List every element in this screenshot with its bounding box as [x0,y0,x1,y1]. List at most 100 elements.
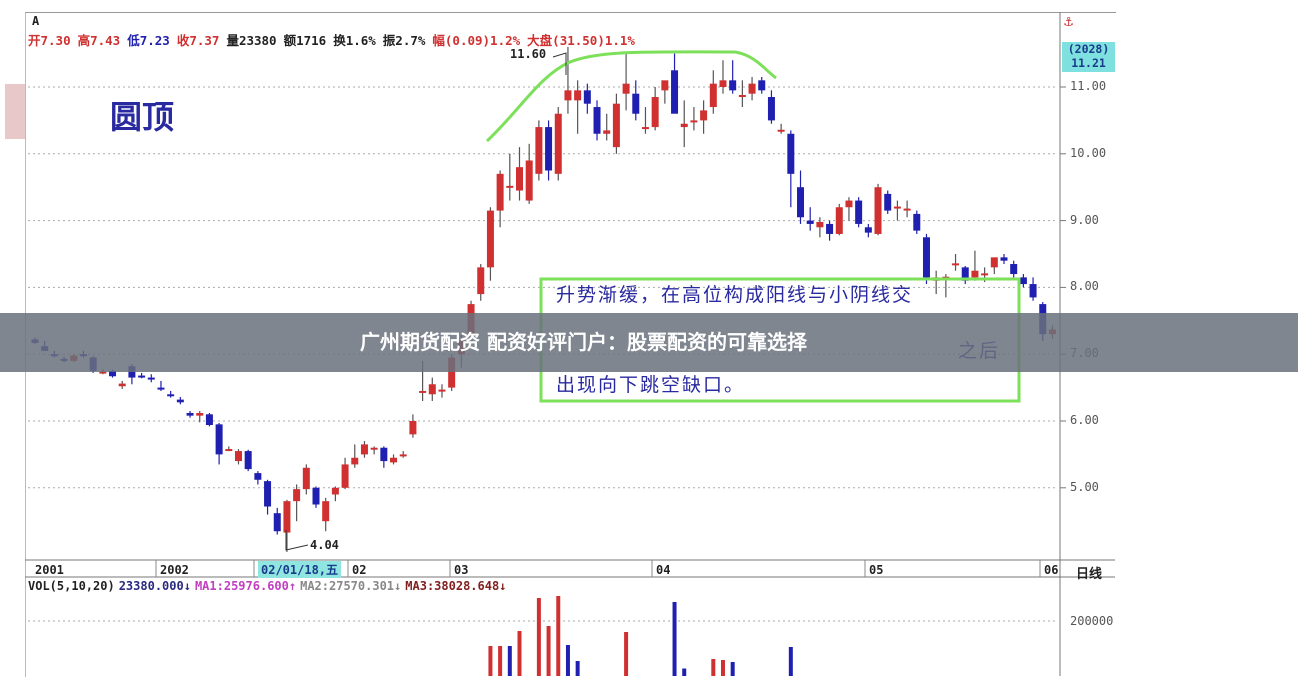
volume-bar [507,646,512,676]
candle-body [370,447,378,450]
candle [506,153,514,201]
quote-field: 额1716 [283,33,327,48]
cursor-count: (2028) [1067,42,1110,56]
candle-body [981,273,989,276]
candle [428,377,436,401]
candle-body [496,173,504,211]
stock-name: A [32,14,40,28]
quote-field: 低7.23 [127,33,170,48]
candle [302,464,310,495]
candle [167,390,175,398]
candle [922,233,930,285]
candle-body [835,207,843,234]
candle [293,484,301,522]
volume-header: VOL(5,10,20) 23380.000↓ MA1:25976.600↑ MA2:… [28,579,510,593]
quote-field: 量23380 [226,33,277,48]
candle-body [244,451,252,470]
candle-body [816,221,824,228]
candle [797,170,805,224]
candle-body [632,93,640,114]
candle-body [777,129,785,132]
candle-body [341,464,349,488]
period-label[interactable]: 日线 [1076,567,1103,582]
candle [651,87,659,131]
candle [196,410,204,423]
chart-title: 圆顶 [110,98,175,136]
candle [952,254,960,271]
candle [700,100,708,134]
candle-body [545,127,553,171]
candle-body [1019,277,1027,285]
candle [312,486,320,508]
candle [641,107,649,134]
volume-field: MA3:38028.648↓ [405,579,507,593]
candle [612,93,620,154]
volume-bar [672,602,677,676]
x-label-02: 02 [352,563,367,577]
candle [971,250,979,281]
candle [990,257,998,275]
candle-body [855,200,863,224]
candle [748,76,756,101]
candle-body [176,399,184,403]
volume-y-tick: 200000 [1070,614,1114,628]
candle [186,410,194,418]
candle-body [322,501,330,522]
candle [390,454,398,465]
candle-body [428,384,436,395]
candle [399,451,407,458]
candle-body [990,257,998,268]
candle [138,372,146,379]
candle [777,123,785,134]
candle [1000,254,1008,265]
candle [806,207,814,231]
candle-body [952,263,960,266]
candle [593,100,601,141]
candle-body [690,120,698,123]
volume-bar [624,632,629,676]
candle-body [390,457,398,463]
candle [477,264,485,301]
candle [360,441,368,458]
candle-body [603,130,611,134]
overlay-banner-text: 广州期货配资 配资好评门户：股票配资的可靠选择 [360,330,807,354]
candle-body [593,107,601,134]
cursor-price-box: (2028) 11.21 [1062,42,1115,72]
candle [729,60,737,94]
candle-body [351,457,359,465]
candle-body [283,501,291,533]
candle [1019,274,1027,288]
candle-body [719,80,727,87]
candle-body [845,200,853,208]
low-annotation: 4.04 [310,538,339,552]
candle [719,60,727,94]
candle [603,113,611,141]
candle-body [312,487,320,505]
candle-body [787,133,795,174]
low-leader-line [285,530,309,551]
candle-body [767,97,775,121]
candle-body [448,357,456,388]
candle-body [903,208,911,211]
x-label-2001: 2001 [35,563,64,577]
candle [690,107,698,131]
volume-bar [546,626,551,676]
anchor-icon[interactable]: ⚓ [1064,12,1074,30]
high-annotation: 11.60 [510,47,547,61]
volume-bar [556,596,561,676]
x-label-03: 03 [454,563,469,577]
overlay-banner [0,313,1298,372]
candle-body [806,220,814,224]
candle-body [399,454,407,457]
candle-body [99,371,107,374]
candle [118,380,126,389]
volume-bar [575,661,580,676]
candle [409,414,417,438]
quote-field: 收7.37 [176,33,220,48]
candle [738,80,746,108]
x-label-06: 06 [1044,563,1059,577]
candle-body [748,83,756,94]
y-tick-label: 9.00 [1070,212,1099,227]
candle-body [554,113,562,174]
